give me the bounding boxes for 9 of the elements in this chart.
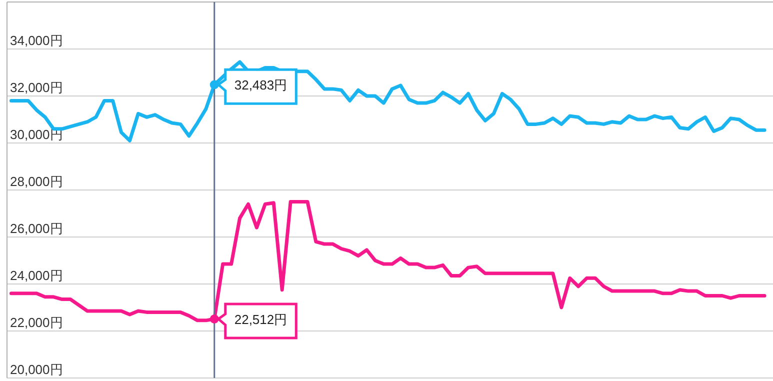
y-tick-label: 22,000円 xyxy=(10,315,63,330)
data-label: 32,483円 xyxy=(234,78,288,93)
y-tick-label: 28,000円 xyxy=(10,174,63,189)
y-tick-label: 34,000円 xyxy=(10,33,63,48)
y-tick-label: 24,000円 xyxy=(10,268,63,283)
y-tick-label: 20,000円 xyxy=(10,362,63,377)
y-tick-label: 32,000円 xyxy=(10,80,63,95)
data-label: 22,512円 xyxy=(234,312,288,327)
y-tick-label: 26,000円 xyxy=(10,221,63,236)
